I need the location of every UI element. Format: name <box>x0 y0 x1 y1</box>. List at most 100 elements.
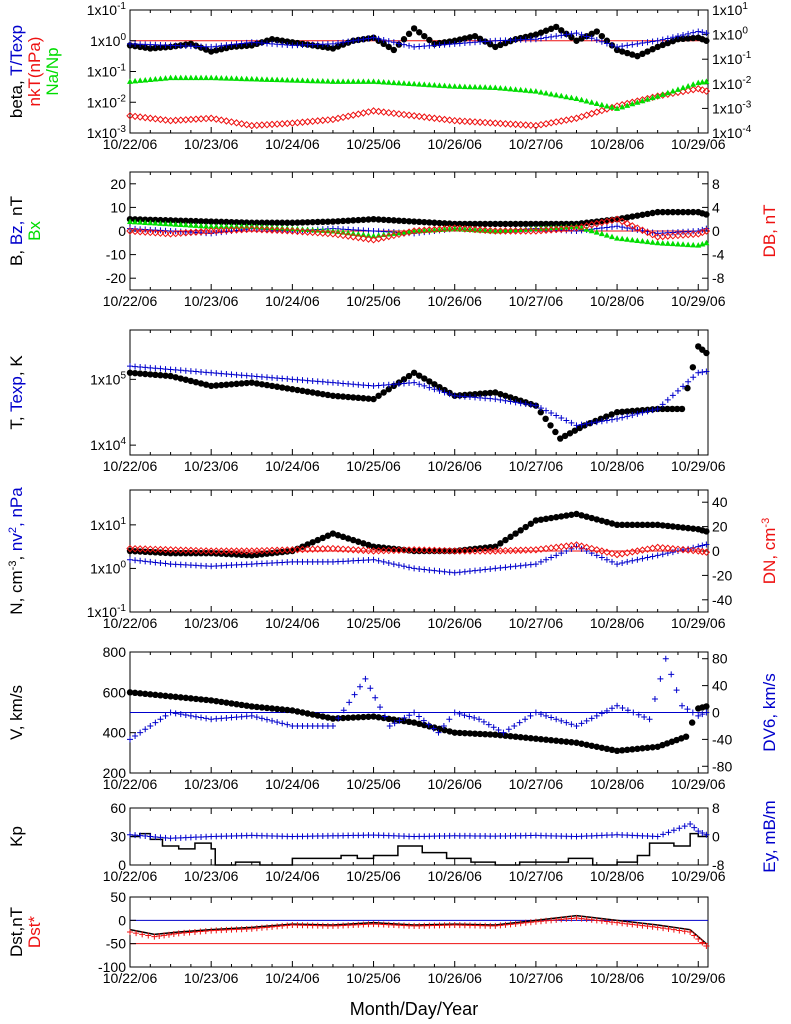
data-point <box>380 921 387 928</box>
data-point <box>436 41 443 48</box>
data-point <box>512 733 519 740</box>
data-point <box>421 566 428 573</box>
data-point <box>416 833 423 840</box>
data-point <box>446 728 453 735</box>
data-point <box>558 513 565 520</box>
y-right-tick-label: 0 <box>712 829 720 845</box>
data-point <box>446 569 453 576</box>
data-point <box>304 388 311 395</box>
data-point <box>207 549 215 557</box>
data-point <box>385 79 392 85</box>
data-point <box>309 77 316 84</box>
data-point <box>344 112 352 120</box>
data-point <box>253 551 261 559</box>
data-point <box>635 711 642 718</box>
data-point <box>624 832 631 839</box>
data-point <box>685 82 692 89</box>
data-point <box>537 405 544 412</box>
data-point <box>649 744 656 751</box>
data-point <box>456 224 464 233</box>
data-point <box>365 713 372 720</box>
data-point <box>426 219 433 226</box>
data-point <box>395 217 403 224</box>
data-point <box>147 558 154 565</box>
data-point <box>339 113 347 122</box>
data-point <box>151 115 160 123</box>
data-point <box>166 546 175 554</box>
data-point <box>284 219 291 226</box>
data-point <box>385 381 392 388</box>
data-point <box>198 74 205 81</box>
y-axis-label: nkT(nPa) <box>25 37 44 107</box>
data-point <box>182 694 190 702</box>
x-tick-label: 10/22/06 <box>103 458 158 474</box>
data-point <box>619 920 626 927</box>
data-point <box>699 542 706 549</box>
data-point <box>167 366 174 373</box>
data-point <box>273 546 281 554</box>
data-point <box>471 730 479 737</box>
data-point <box>629 51 636 58</box>
y-right-tick-label: -40 <box>712 731 732 747</box>
data-point <box>406 228 413 235</box>
data-point <box>532 31 540 38</box>
data-point <box>646 716 653 723</box>
y-right-tick-label-base: -80 <box>712 758 732 774</box>
data-point <box>563 31 570 38</box>
data-point <box>634 745 641 752</box>
data-point <box>314 833 321 840</box>
data-point <box>511 546 520 555</box>
data-point <box>664 39 672 47</box>
data-point <box>487 395 494 402</box>
data-point <box>703 703 710 710</box>
data-point <box>248 39 255 46</box>
data-point <box>335 922 342 929</box>
data-point <box>502 536 509 544</box>
data-point <box>228 218 235 226</box>
data-point <box>283 227 291 235</box>
data-point <box>624 413 631 420</box>
data-point <box>299 709 306 716</box>
data-point <box>406 564 413 571</box>
data-point <box>451 116 459 125</box>
data-point <box>674 86 681 92</box>
data-point <box>522 546 530 554</box>
data-point <box>182 221 189 228</box>
data-point <box>431 42 438 49</box>
data-point <box>299 377 306 384</box>
data-point <box>324 832 331 839</box>
y-right-tick-label: 0 <box>712 223 720 239</box>
data-point <box>359 234 368 243</box>
data-point <box>492 43 499 51</box>
data-point <box>639 409 646 416</box>
data-point <box>500 729 507 736</box>
data-point <box>152 365 159 372</box>
data-point <box>126 544 134 553</box>
data-point <box>145 932 152 939</box>
data-point <box>146 114 155 122</box>
data-point <box>573 223 580 229</box>
data-point <box>319 218 327 226</box>
data-point <box>329 832 336 839</box>
data-point <box>172 710 179 717</box>
y-axis-label-part: beta, <box>7 76 26 118</box>
data-point <box>213 927 220 934</box>
data-point <box>639 745 646 752</box>
data-point <box>198 43 205 50</box>
data-point <box>430 725 437 732</box>
data-point <box>248 121 256 130</box>
data-point <box>634 832 641 839</box>
data-point <box>563 93 570 100</box>
data-point <box>543 556 550 563</box>
y-right-tick-label-base: 1x10 <box>712 51 743 67</box>
data-point <box>248 832 255 839</box>
data-point <box>172 366 179 373</box>
data-point <box>197 380 205 387</box>
data-point <box>472 394 479 401</box>
y-left-tick-label-base: 1x10 <box>87 2 118 18</box>
data-point <box>243 379 250 387</box>
data-point <box>157 216 164 224</box>
data-point <box>436 833 443 840</box>
data-point <box>340 558 347 565</box>
